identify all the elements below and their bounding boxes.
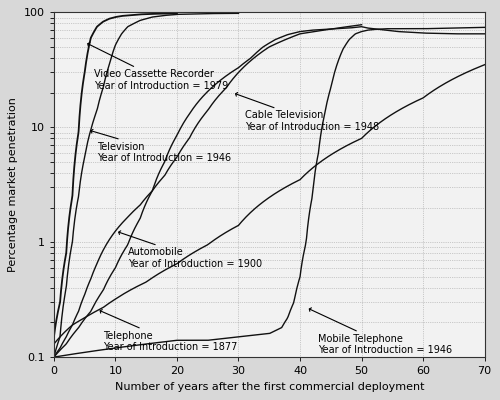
- Text: Automobile
Year of Introduction = 1900: Automobile Year of Introduction = 1900: [118, 231, 262, 269]
- Text: Telephone
Year of Introduction = 1877: Telephone Year of Introduction = 1877: [100, 310, 237, 352]
- Text: Mobile Telephone
Year of Introduction = 1946: Mobile Telephone Year of Introduction = …: [310, 308, 452, 355]
- Text: Video Cassette Recorder
Year of Introduction = 1979: Video Cassette Recorder Year of Introduc…: [88, 43, 228, 91]
- X-axis label: Number of years after the first commercial deployment: Number of years after the first commerci…: [114, 382, 424, 392]
- Text: Cable Television
Year of Introduction = 1948: Cable Television Year of Introduction = …: [236, 92, 379, 132]
- Text: Television
Year of Introduction = 1946: Television Year of Introduction = 1946: [91, 129, 231, 163]
- Y-axis label: Percentage market penetration: Percentage market penetration: [8, 97, 18, 272]
